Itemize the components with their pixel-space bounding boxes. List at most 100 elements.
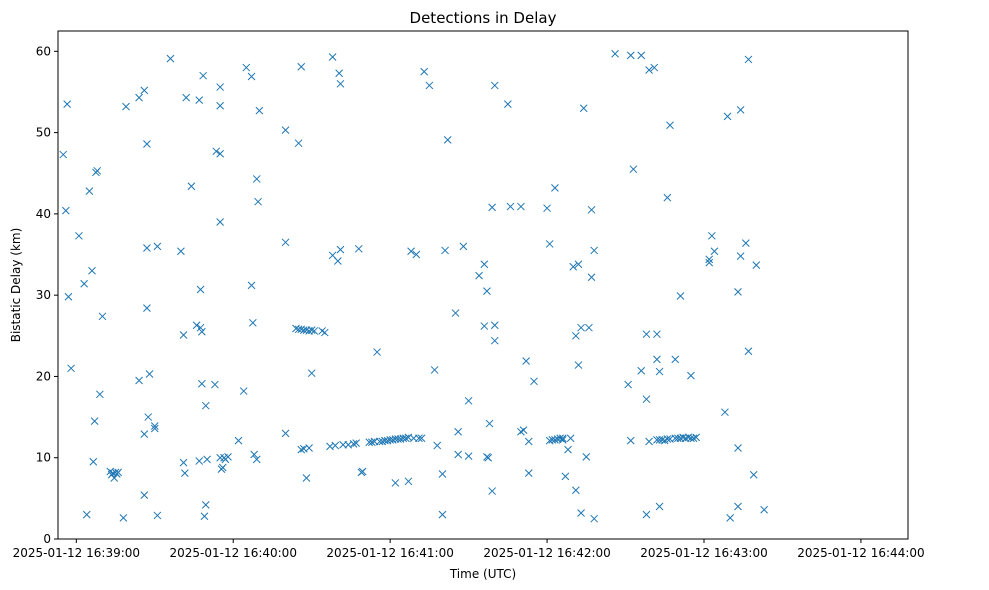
data-point: [723, 112, 732, 121]
data-point: [425, 81, 434, 90]
data-point: [692, 433, 701, 442]
data-point: [218, 463, 227, 472]
data-point: [637, 366, 646, 375]
y-tick-label: 40: [36, 207, 51, 221]
data-point: [90, 417, 99, 425]
y-axis: 0 10 20 30 40 50 60: [36, 44, 58, 546]
data-point: [585, 323, 593, 332]
data-point: [490, 321, 499, 330]
data-point: [415, 434, 423, 443]
data-point: [349, 440, 358, 448]
data-point: [201, 501, 210, 509]
data-point: [454, 427, 463, 436]
data-point: [451, 309, 460, 317]
data-point: [150, 422, 159, 430]
x-tick-label: 2025-01-12 16:42:00: [483, 546, 610, 560]
data-point: [587, 205, 596, 214]
data-point: [143, 244, 151, 252]
data-point: [305, 444, 313, 452]
plot-frame: [57, 30, 909, 540]
data-point: [197, 379, 206, 388]
data-point: [281, 238, 290, 247]
data-point: [358, 467, 367, 476]
data-point: [294, 139, 303, 148]
data-point: [464, 452, 473, 460]
data-point: [488, 203, 497, 212]
data-point: [367, 438, 376, 447]
data-point: [88, 266, 96, 275]
data-point: [655, 367, 664, 376]
data-point: [145, 370, 154, 378]
data-point: [752, 261, 761, 269]
data-point: [247, 72, 256, 81]
data-point: [551, 184, 559, 192]
data-point: [182, 93, 191, 102]
data-point: [64, 292, 73, 301]
data-point: [281, 126, 290, 135]
data-point: [438, 510, 447, 519]
data-point: [760, 505, 769, 514]
data-point: [212, 147, 221, 156]
data-point: [192, 321, 201, 330]
data-point: [140, 430, 149, 439]
data-point: [655, 502, 664, 511]
data-point: [480, 322, 489, 330]
data-point: [490, 81, 499, 90]
data-point: [642, 395, 651, 404]
x-tick-label: 2025-01-12 16:41:00: [326, 546, 453, 560]
data-point: [307, 369, 316, 378]
data-point: [63, 100, 72, 109]
data-point: [744, 55, 753, 64]
data-point: [503, 100, 512, 109]
data-point: [438, 470, 447, 478]
data-point: [320, 328, 329, 337]
data-point: [195, 96, 204, 104]
data-point: [587, 273, 596, 282]
data-point: [530, 377, 538, 386]
x-axis-label: Time (UTC): [449, 567, 516, 581]
data-point: [734, 502, 742, 511]
data-point: [80, 279, 89, 288]
data-point: [545, 240, 554, 248]
data-point: [710, 247, 719, 256]
data-point: [98, 312, 107, 321]
data-point: [61, 206, 70, 215]
data-point: [252, 175, 261, 183]
data-point: [135, 376, 143, 385]
data-point: [590, 246, 599, 255]
data-point: [464, 396, 473, 405]
data-point: [577, 509, 585, 517]
data-point: [629, 165, 638, 174]
data-point: [721, 408, 729, 417]
y-tick-label: 20: [36, 369, 51, 383]
data-point: [195, 457, 204, 465]
data-point: [564, 445, 572, 454]
y-tick-label: 60: [36, 44, 51, 58]
data-point: [443, 136, 452, 144]
data-point: [252, 455, 261, 464]
data-point: [705, 255, 714, 264]
data-point: [140, 491, 149, 499]
data-point: [483, 287, 491, 295]
data-point: [430, 366, 439, 374]
data-point: [420, 67, 429, 76]
data-point: [187, 182, 196, 191]
data-point: [736, 105, 745, 114]
data-point: [666, 121, 674, 130]
data-point: [579, 104, 588, 113]
data-point: [391, 479, 400, 487]
data-points-layer: [59, 49, 769, 523]
data-point: [333, 257, 342, 265]
data-point: [475, 271, 483, 280]
data-point: [75, 231, 83, 240]
chart-title: Detections in Delay: [410, 9, 557, 27]
data-point: [645, 437, 653, 446]
data-point: [153, 242, 162, 251]
plot-area: [58, 31, 908, 539]
data-point: [558, 435, 567, 444]
data-point: [59, 150, 68, 159]
y-tick-label: 50: [36, 126, 51, 140]
data-point: [484, 453, 493, 462]
data-point: [354, 244, 363, 253]
